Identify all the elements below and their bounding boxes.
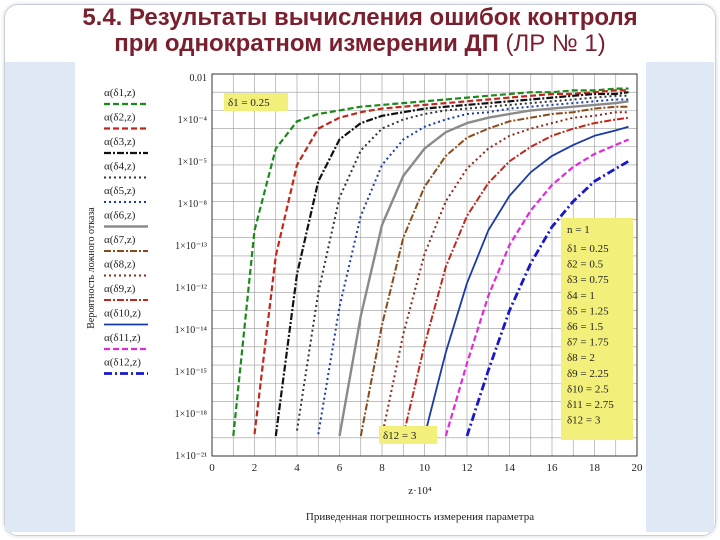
annotation-last-box (379, 426, 437, 444)
x-tick-label: 6 (337, 462, 343, 474)
series-line-8 (381, 111, 629, 437)
annotation-first: δ1 = 0.25 (228, 97, 270, 109)
slide-title-line1: 5.4. Результаты вычисления ошибок контро… (82, 4, 638, 31)
delta-value-label: δ11 = 2.75 (567, 399, 614, 411)
series-line-10 (423, 125, 629, 437)
series-line-2 (253, 89, 629, 435)
legend-entry-label: α(δ3,z) (104, 136, 136, 148)
y-tick-label: 1×10⁻¹⁴ (175, 325, 208, 336)
x-tick-label: 14 (504, 462, 516, 474)
series-line-5 (317, 98, 629, 435)
delta-value-label: δ8 = 2 (567, 352, 595, 364)
legend-entry-label: α(δ8,z) (104, 259, 136, 271)
legend-entry-label: α(δ6,z) (104, 210, 136, 222)
y-tick-label: 1×10⁻¹² (175, 283, 207, 294)
x-tick-label: 18 (589, 462, 601, 474)
delta-value-label: δ3 = 0.75 (567, 274, 609, 286)
y-tick-label: 1×10⁻⁵ (178, 157, 207, 168)
delta-value-label: δ12 = 3 (567, 415, 601, 427)
slide-title-line2-bold: при однократном измерении ДП (114, 30, 499, 57)
delta-value-label: δ5 = 1.25 (567, 305, 609, 317)
legend-entry-label: α(δ4,z) (104, 161, 136, 173)
x-tick-label: 2 (252, 462, 258, 474)
delta-value-label: δ4 = 1 (567, 290, 595, 302)
annotation-first-box (224, 93, 288, 111)
x-tick-label: 10 (419, 462, 431, 474)
delta-value-label: δ1 = 0.25 (567, 243, 609, 255)
y-tick-label: 1×10⁻⁸ (178, 199, 208, 210)
delta-value-label: δ10 = 2.5 (567, 383, 609, 395)
legend-entry-label: α(δ12,z) (104, 357, 141, 369)
decorative-pattern-right (646, 62, 714, 532)
legend-entry-label: α(δ7,z) (104, 234, 136, 246)
y-tick-label: 1×10⁻¹⁵ (175, 367, 207, 378)
delta-value-label: δ9 = 2.25 (567, 368, 609, 380)
x-tick-label: 20 (632, 462, 644, 474)
decorative-pattern-left (5, 62, 75, 532)
legend-entry-label: α(δ1,z) (104, 87, 136, 99)
x-tick-label: 8 (379, 462, 385, 474)
delta-value-label: δ7 = 1.75 (567, 337, 609, 349)
delta-value-label: δ2 = 0.5 (567, 259, 604, 271)
x-tick-label: 0 (209, 462, 215, 474)
slide-title-line2: при однократном измерении ДП (ЛР № 1) (0, 32, 720, 56)
annotation-last: δ12 = 3 (383, 430, 417, 442)
legend-entry-label: α(δ11,z) (104, 332, 141, 344)
x-tick-label: 12 (462, 462, 473, 474)
delta-legend-box (561, 218, 633, 440)
series-line-4 (296, 94, 629, 431)
x-tick-label: 16 (547, 462, 559, 474)
x-axis-unit-label: z·10⁴ (408, 485, 432, 497)
slide-frame (4, 4, 716, 536)
slide-title-line2-rest: (ЛР № 1) (498, 30, 606, 57)
y-tick-label: 1×10⁻¹³ (175, 241, 207, 252)
series-line-6 (338, 100, 629, 437)
series-line-7 (359, 105, 629, 437)
x-axis-title: Приведенная погрешность измерения параме… (306, 511, 534, 523)
y-tick-label: 0.01 (190, 73, 208, 84)
n-label: n = 1 (567, 224, 590, 236)
legend-entry-label: α(δ5,z) (104, 185, 136, 197)
legend-entry-label: α(δ2,z) (104, 112, 136, 124)
series-line-9 (402, 116, 629, 437)
series-line-1 (232, 87, 629, 437)
y-tick-label: 1×10⁻⁴ (178, 115, 208, 126)
series-line-11 (444, 138, 629, 437)
delta-value-label: δ6 = 1.5 (567, 321, 604, 333)
plot-border (211, 73, 638, 457)
series-line-12 (465, 160, 630, 437)
y-tick-label: 1×10⁻²¹ (175, 451, 207, 462)
legend-entry-label: α(δ9,z) (104, 283, 136, 295)
y-axis-title: Вероятность ложного отказа (86, 207, 97, 329)
x-tick-label: 4 (294, 462, 300, 474)
y-tick-label: 1×10⁻¹⁸ (175, 409, 208, 420)
legend-entry-label: α(δ10,z) (104, 308, 141, 320)
series-line-3 (274, 91, 629, 437)
